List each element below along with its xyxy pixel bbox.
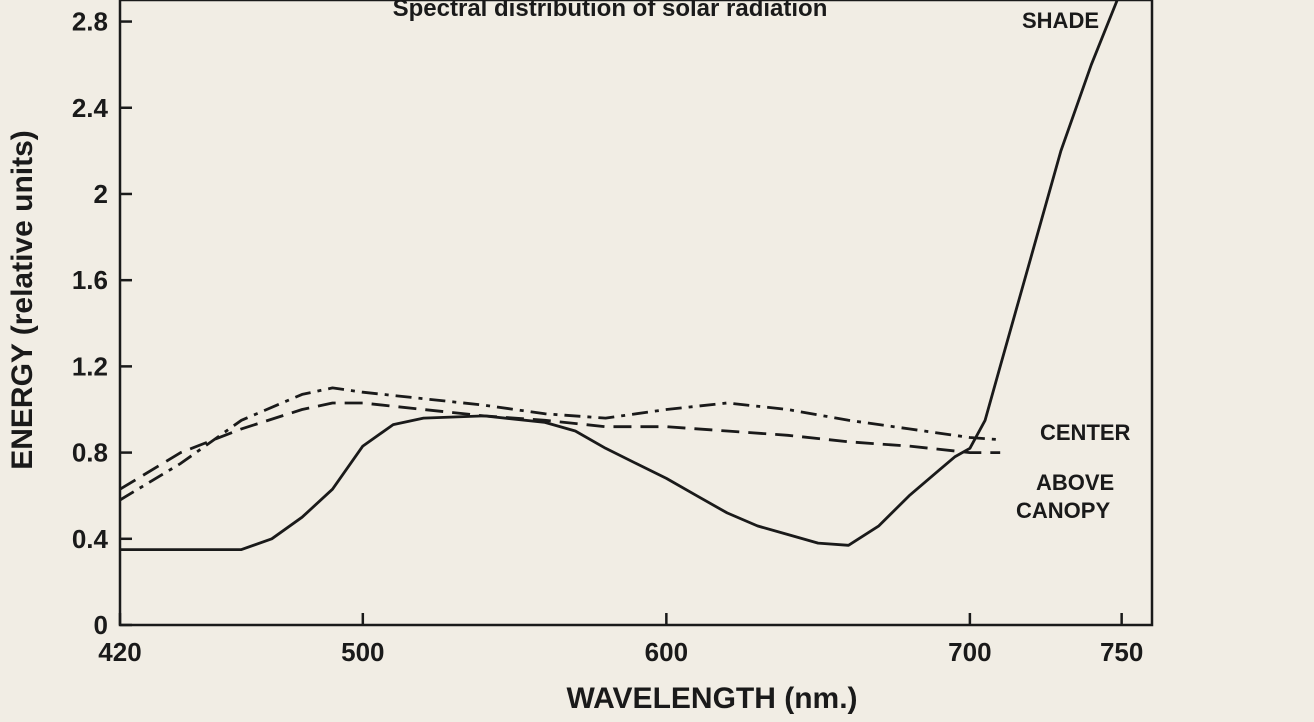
y-tick-label: 1.6 (72, 265, 108, 295)
x-axis-title: WAVELENGTH (nm.) (566, 682, 857, 715)
y-axis-title: ENERGY (relative units) (6, 130, 39, 470)
series-label-center: CENTER (1040, 420, 1131, 445)
axes (118, 0, 1154, 627)
top-caption: Spectral distribution of solar radiation (393, 0, 828, 22)
series-line-shade (120, 0, 1119, 551)
x-tick-label: 700 (948, 637, 991, 667)
series-line-above-canopy (119, 386, 1001, 502)
series-label-shade: SHADE (1022, 8, 1099, 33)
series-label-canopy: CANOPY (1016, 498, 1110, 523)
y-tick-label: 2.4 (72, 93, 109, 123)
x-tick-label: 420 (98, 637, 141, 667)
series-line-center (119, 401, 1001, 491)
axis-ticks: 420 500 600 700 750 0 0.4 0.8 1.2 1.6 2 2.4 2.8 (72, 7, 1143, 667)
series-label-above: ABOVE (1036, 470, 1114, 495)
x-tick-label: 500 (341, 637, 384, 667)
y-tick-label: 1.2 (72, 351, 108, 381)
y-tick-label: 0.8 (72, 438, 108, 468)
plot-frame (118, 0, 1154, 627)
y-tick-label: 2.8 (72, 7, 108, 37)
series-lines (119, 0, 1119, 551)
y-tick-label: 2 (94, 179, 108, 209)
x-tick-label: 750 (1100, 637, 1143, 667)
y-tick-label: 0 (94, 610, 108, 640)
y-tick-label: 0.4 (72, 524, 109, 554)
x-tick-label: 600 (645, 637, 688, 667)
series-labels: SHADE CENTER ABOVE CANOPY (1016, 8, 1131, 523)
